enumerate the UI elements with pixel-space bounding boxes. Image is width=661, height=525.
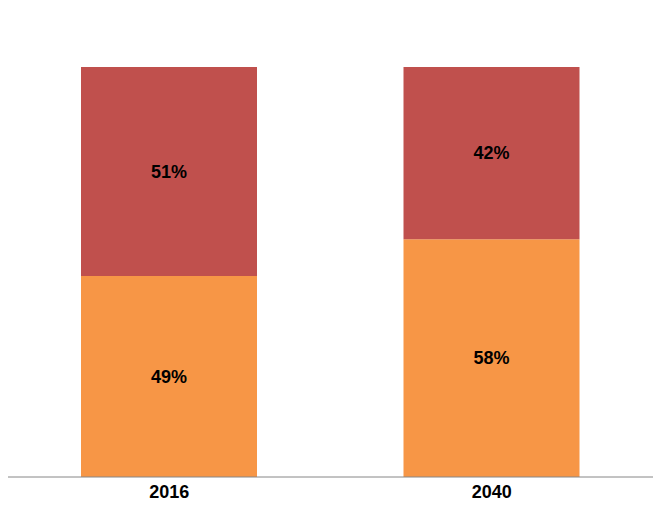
- svg-text:2040: 2040: [472, 482, 512, 502]
- svg-text:2016: 2016: [149, 482, 189, 502]
- svg-text:49%: 49%: [151, 367, 187, 387]
- svg-text:42%: 42%: [473, 143, 509, 163]
- svg-text:51%: 51%: [151, 162, 187, 182]
- svg-text:58%: 58%: [473, 348, 509, 368]
